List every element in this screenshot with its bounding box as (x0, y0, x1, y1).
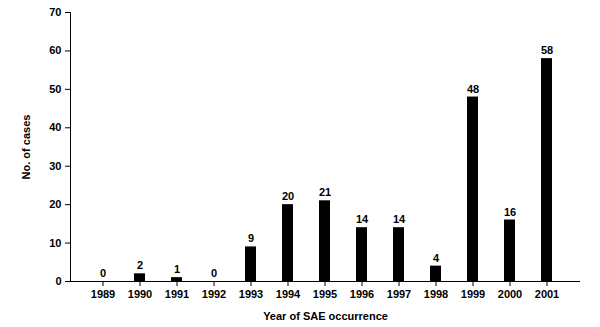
svg-text:1989: 1989 (91, 288, 115, 300)
svg-text:1990: 1990 (128, 288, 152, 300)
svg-text:2001: 2001 (535, 288, 559, 300)
svg-text:21: 21 (319, 186, 331, 198)
svg-text:60: 60 (49, 44, 61, 56)
svg-text:14: 14 (356, 213, 369, 225)
svg-text:0: 0 (211, 267, 217, 279)
svg-text:1996: 1996 (350, 288, 374, 300)
svg-text:58: 58 (541, 44, 553, 56)
svg-text:1991: 1991 (165, 288, 189, 300)
svg-text:40: 40 (49, 121, 61, 133)
svg-text:2000: 2000 (498, 288, 522, 300)
svg-text:1995: 1995 (313, 288, 337, 300)
svg-text:0: 0 (55, 275, 61, 287)
svg-text:10: 10 (49, 237, 61, 249)
svg-text:9: 9 (248, 232, 254, 244)
svg-text:1994: 1994 (276, 288, 301, 300)
svg-text:0: 0 (100, 267, 106, 279)
svg-text:16: 16 (504, 206, 516, 218)
svg-text:4: 4 (433, 252, 440, 264)
svg-text:20: 20 (49, 198, 61, 210)
svg-text:30: 30 (49, 160, 61, 172)
svg-text:48: 48 (467, 83, 479, 95)
svg-text:Year of SAE occurrence: Year of SAE occurrence (263, 310, 388, 322)
svg-text:70: 70 (49, 6, 61, 18)
svg-text:1998: 1998 (424, 288, 448, 300)
svg-text:1: 1 (174, 263, 180, 275)
svg-text:1993: 1993 (239, 288, 263, 300)
svg-text:20: 20 (282, 190, 294, 202)
svg-text:2: 2 (137, 259, 143, 271)
svg-text:1997: 1997 (387, 288, 411, 300)
svg-text:1999: 1999 (461, 288, 485, 300)
svg-text:50: 50 (49, 83, 61, 95)
svg-text:No. of cases: No. of cases (20, 115, 32, 180)
svg-text:1992: 1992 (202, 288, 226, 300)
svg-text:14: 14 (393, 213, 406, 225)
